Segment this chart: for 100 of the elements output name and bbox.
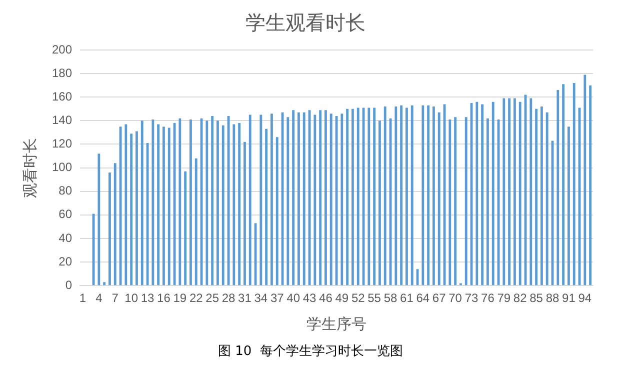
chart-title: 学生观看时长 bbox=[246, 12, 366, 35]
y-tick-label: 80 bbox=[58, 184, 72, 198]
bar bbox=[292, 110, 295, 286]
bar bbox=[518, 102, 522, 286]
x-tick-label: 28 bbox=[222, 291, 236, 306]
x-tick-label: 37 bbox=[270, 291, 284, 306]
y-tick-label: 60 bbox=[58, 207, 72, 222]
bar bbox=[535, 108, 538, 286]
bar bbox=[562, 84, 565, 286]
caption: 图 10 每个学生学习时长一览图 bbox=[217, 343, 404, 360]
bar bbox=[108, 172, 111, 286]
y-tick-label: 40 bbox=[58, 230, 72, 245]
bar bbox=[508, 98, 511, 286]
bar bbox=[114, 163, 116, 286]
bar bbox=[178, 118, 182, 286]
bar bbox=[157, 124, 160, 286]
bar bbox=[492, 102, 494, 286]
bar bbox=[400, 105, 403, 286]
x-tick-label: 85 bbox=[530, 291, 544, 306]
x-tick-label: 7 bbox=[112, 291, 119, 306]
bar bbox=[373, 108, 376, 286]
bar bbox=[211, 116, 214, 286]
bar bbox=[556, 90, 560, 286]
bar bbox=[260, 114, 262, 286]
bar bbox=[476, 102, 478, 286]
bar bbox=[422, 105, 424, 286]
bar bbox=[567, 126, 570, 286]
bar bbox=[368, 108, 370, 286]
x-tick-label: 94 bbox=[578, 291, 592, 306]
y-tick-label: 120 bbox=[52, 136, 72, 151]
x-tick-label: 67 bbox=[432, 291, 446, 306]
bar bbox=[324, 110, 327, 286]
x-tick-label: 16 bbox=[157, 291, 171, 306]
x-tick-label: 70 bbox=[448, 291, 462, 306]
bar bbox=[540, 106, 543, 286]
bar bbox=[168, 128, 170, 286]
x-tick-label: 58 bbox=[384, 291, 398, 306]
x-tick-label: 10 bbox=[124, 291, 138, 306]
x-tick-label: 4 bbox=[96, 291, 103, 306]
bar bbox=[351, 108, 354, 286]
bar bbox=[130, 134, 133, 286]
bar bbox=[238, 123, 241, 286]
x-tick-label: 79 bbox=[497, 291, 511, 306]
bar bbox=[410, 105, 414, 286]
x-tick-label: 31 bbox=[238, 291, 252, 306]
bar bbox=[481, 104, 484, 286]
y-tick-label: 160 bbox=[52, 89, 72, 104]
bar bbox=[136, 131, 138, 286]
bar bbox=[530, 98, 532, 286]
bar bbox=[438, 112, 440, 286]
bar bbox=[216, 120, 219, 286]
x-tick-label: 25 bbox=[206, 291, 220, 306]
bar bbox=[448, 120, 452, 286]
x-tick-label: 22 bbox=[189, 291, 204, 306]
x-tick-label: 1 bbox=[79, 291, 86, 306]
bar bbox=[184, 171, 187, 286]
x-tick-label: 76 bbox=[481, 291, 495, 306]
bar bbox=[194, 158, 198, 286]
bar bbox=[340, 114, 344, 286]
x-tick-label: 40 bbox=[286, 291, 300, 306]
x-axis-title: 学生序号 bbox=[306, 316, 367, 334]
bar bbox=[140, 120, 144, 286]
bar bbox=[222, 125, 224, 286]
bar bbox=[276, 137, 278, 286]
x-tick-label: 46 bbox=[319, 291, 333, 306]
bar bbox=[162, 126, 165, 286]
bar bbox=[427, 105, 430, 286]
x-tick-label: 13 bbox=[140, 291, 155, 306]
bar bbox=[356, 108, 360, 286]
bar bbox=[286, 117, 290, 286]
x-tick-label: 49 bbox=[335, 291, 349, 306]
x-tick-label: 52 bbox=[351, 291, 366, 306]
y-tick-label: 100 bbox=[52, 160, 72, 174]
x-tick-label: 19 bbox=[173, 291, 187, 306]
y-tick-label: 140 bbox=[52, 112, 72, 127]
bar bbox=[302, 112, 306, 286]
y-tick-label: 20 bbox=[58, 254, 72, 268]
bar bbox=[206, 120, 208, 286]
x-tick-label: 91 bbox=[562, 291, 576, 306]
bar bbox=[405, 108, 408, 286]
y-axis-title: 观看时长 bbox=[22, 138, 40, 198]
bar bbox=[384, 106, 386, 286]
bar bbox=[270, 114, 273, 286]
bar bbox=[378, 120, 381, 286]
bar bbox=[124, 124, 128, 286]
bar bbox=[103, 282, 106, 286]
x-tick-label: 64 bbox=[416, 291, 430, 306]
x-tick-label: 73 bbox=[464, 291, 478, 306]
bar bbox=[314, 114, 316, 286]
bar bbox=[572, 82, 576, 286]
bar bbox=[546, 112, 548, 286]
bar bbox=[248, 114, 252, 286]
bar bbox=[454, 117, 457, 286]
x-tick-label: 61 bbox=[400, 291, 414, 306]
bar bbox=[190, 120, 192, 286]
bar bbox=[152, 120, 154, 286]
bar bbox=[589, 85, 592, 286]
x-tick-label: 43 bbox=[302, 291, 317, 306]
x-tick-label: 82 bbox=[513, 291, 528, 306]
x-tick-label: 88 bbox=[546, 291, 560, 306]
